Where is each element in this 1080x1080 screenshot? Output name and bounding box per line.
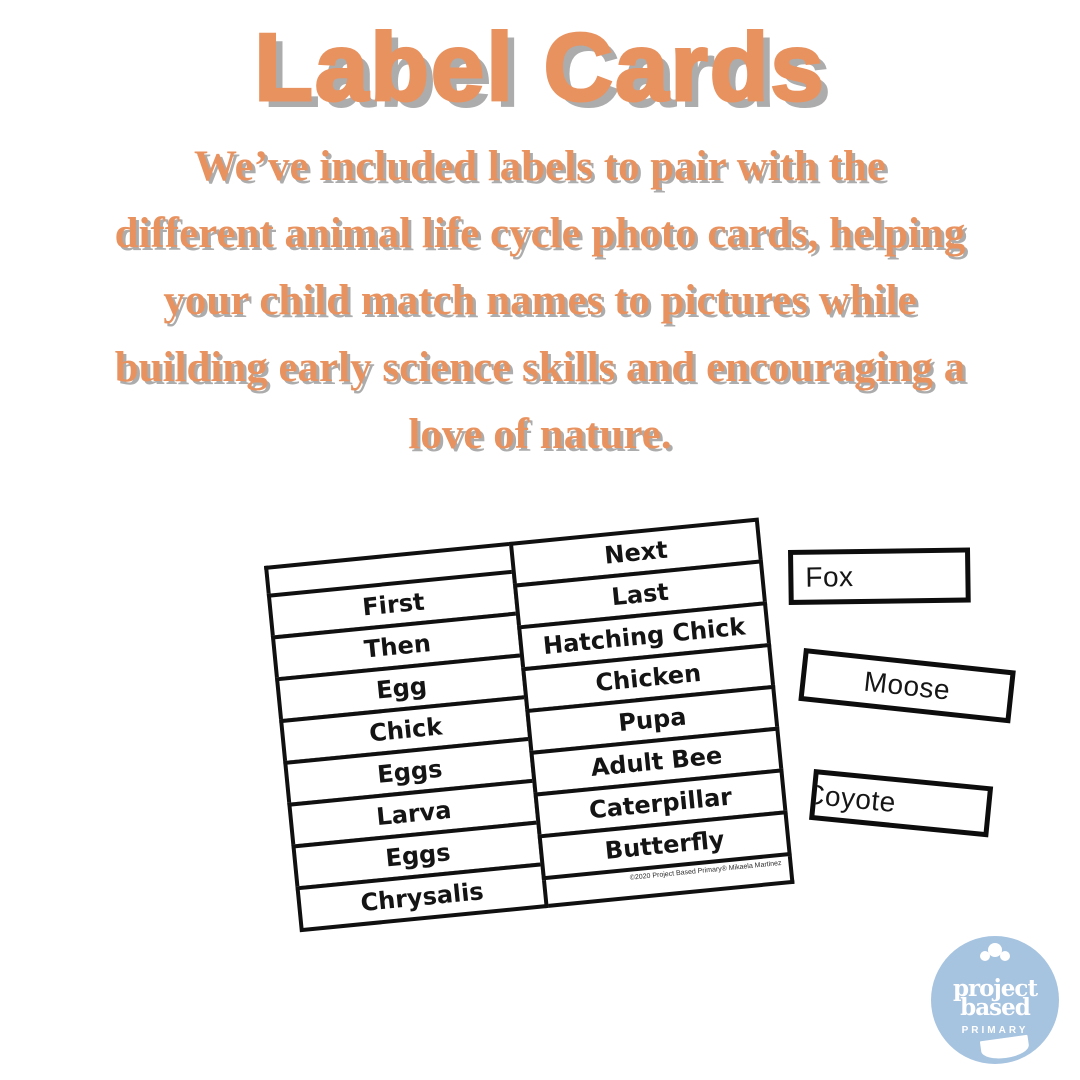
label-sheet: ©2020 Project Based Primary® Mikaela Mar… <box>264 517 795 933</box>
logo-word-project: project <box>952 974 1038 1002</box>
logo-wordmark: project based <box>952 974 1038 1021</box>
project-based-primary-logo: project based PRIMARY <box>931 936 1059 1064</box>
coyote-label-card: Coyote <box>809 769 994 838</box>
moose-label-card: Moose <box>798 648 1016 724</box>
description-paragraph: We’ve included labels to pair with the d… <box>0 133 1080 468</box>
logo-crown-icon <box>988 943 1002 957</box>
label-column-left: First Then Egg Chick Eggs Larva Eggs Chr… <box>266 569 549 933</box>
description-line: different animal life cycle photo cards,… <box>114 210 966 257</box>
description-line: love of nature. <box>408 411 672 458</box>
fox-label-card: Fox <box>788 547 971 605</box>
fox-label: Fox <box>805 560 854 593</box>
logo-smile-icon <box>979 1034 1031 1062</box>
description-line: We’ve included labels to pair with the <box>193 143 886 190</box>
logo-word-based: based <box>960 993 1031 1021</box>
moose-label: Moose <box>862 665 952 706</box>
description-line: your child match names to pictures while <box>163 277 917 324</box>
logo-subtitle: PRIMARY <box>961 1024 1029 1036</box>
label-column-right: Next Last Hatching Chick Chicken Pupa Ad… <box>508 517 792 881</box>
description-line: building early science skills and encour… <box>114 344 966 391</box>
page-title: Label Cards <box>253 14 826 121</box>
coyote-label: Coyote <box>809 777 898 818</box>
